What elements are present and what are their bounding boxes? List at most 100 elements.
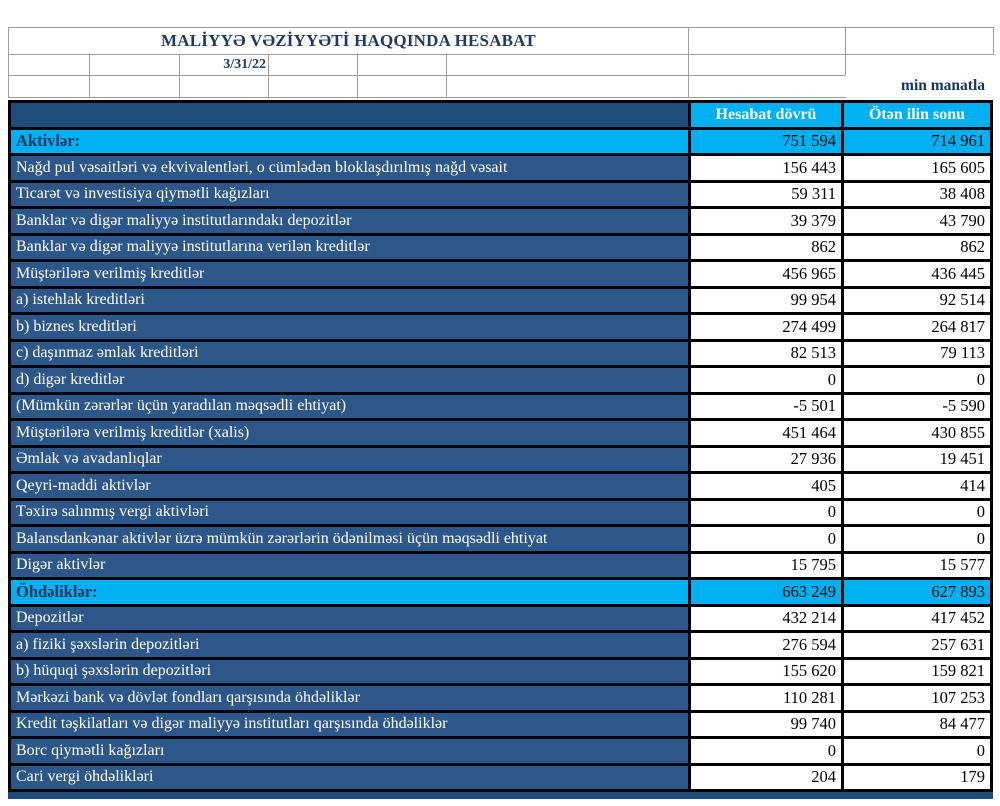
row-label: Banklar və digər maliyyə institutlarında… [11,209,688,233]
value-previous: 84 477 [844,712,990,736]
empty-cell [269,76,358,98]
value-current: 27 936 [691,447,841,471]
value-previous: 43 790 [844,209,990,233]
value-current: 456 965 [691,262,841,286]
empty-cell [846,28,994,55]
value-current: 156 443 [691,156,841,180]
empty-cell [689,28,846,55]
value-previous: 165 605 [844,156,990,180]
row-label: Kredit təşkilatları və digər maliyyə ins… [11,712,688,736]
row-label: b) biznes kreditləri [11,315,688,339]
value-previous: 414 [844,474,990,498]
value-current: 405 [691,474,841,498]
empty-cell [447,55,689,76]
value-previous: 257 631 [844,633,990,657]
row-label: Banklar və digər maliyyə institutlarına … [11,235,688,259]
value-current: 39 379 [691,209,841,233]
empty-row [9,76,994,98]
value-current: 751 594 [691,129,841,153]
empty-cell [180,76,269,98]
value-current: 0 [691,368,841,392]
value-current: 274 499 [691,315,841,339]
top-spreadsheet-grid: MALİYYƏ VƏZİYYƏTİ HAQQINDA HESABAT 3/31/… [8,27,994,98]
empty-cell [689,55,846,76]
value-current: 0 [691,500,841,524]
row-label: Təxirə salınmış vergi aktivləri [11,500,688,524]
value-previous: 0 [844,500,990,524]
row-label: Ticarət və investisiya qiymətli kağızlar… [11,182,688,206]
empty-cell [358,76,447,98]
empty-cell [689,76,846,98]
value-previous: 627 893 [844,580,990,604]
row-label: Müştərilərə verilmiş kreditlər [11,262,688,286]
row-label: Depozitlər [11,606,688,630]
row-label: c) daşınmaz əmlak kreditləri [11,341,688,365]
row-label: Digər aktivlər [11,553,688,577]
row-label: Müştərilərə verilmiş kreditlər (xalis) [11,421,688,445]
title-row: MALİYYƏ VƏZİYYƏTİ HAQQINDA HESABAT [9,28,994,55]
value-previous: 417 452 [844,606,990,630]
value-previous: 79 113 [844,341,990,365]
value-current: 432 214 [691,606,841,630]
row-label: (Mümkün zərərlər üçün yaradılan məqsədli… [11,394,688,418]
value-current: 99 740 [691,712,841,736]
report-date: 3/31/22 [180,55,269,76]
value-previous: 107 253 [844,686,990,710]
value-previous: 19 451 [844,447,990,471]
value-previous: 38 408 [844,182,990,206]
value-current: 59 311 [691,182,841,206]
row-label: Balansdankənar aktivlər üzrə mümkün zərə… [11,527,688,551]
value-previous: 264 817 [844,315,990,339]
empty-cell [358,55,447,76]
value-current: 451 464 [691,421,841,445]
value-current: 0 [691,739,841,763]
section-row-label: Aktivlər: [11,129,688,153]
value-previous: 92 514 [844,288,990,312]
value-previous: 15 577 [844,553,990,577]
value-previous: 714 961 [844,129,990,153]
row-label: Borc qiymətli kağızları [11,739,688,763]
value-current: -5 501 [691,394,841,418]
empty-cell [90,76,180,98]
value-current: 862 [691,235,841,259]
value-previous: 179 [844,765,990,789]
value-previous: 159 821 [844,659,990,683]
section-row-label: Öhdəliklər: [11,580,688,604]
value-previous: 0 [844,527,990,551]
value-previous: 0 [844,739,990,763]
value-previous: 436 445 [844,262,990,286]
bottom-border-bar [8,792,993,799]
financial-table: Hesabat dövrü Ötən ilin sonu Aktivlər: 751 … [8,100,993,792]
row-label: Nağd pul vəsaitləri və ekvivalentləri, o… [11,156,688,180]
value-previous: 0 [844,368,990,392]
value-previous: 430 855 [844,421,990,445]
empty-cell [447,76,689,98]
value-current: 110 281 [691,686,841,710]
row-label: b) hüquqi şəxslərin depozitləri [11,659,688,683]
empty-cell [9,76,90,98]
row-label: d) digər kreditlər [11,368,688,392]
empty-cell [9,55,90,76]
value-previous: 862 [844,235,990,259]
column-header-1: Hesabat dövrü [691,103,841,127]
column-header-2: Ötən ilin sonu [844,103,990,127]
unit-note: min manatla [845,75,985,97]
value-current: 0 [691,527,841,551]
value-current: 155 620 [691,659,841,683]
row-label: Mərkəzi bank və dövlət fondları qarşısın… [11,686,688,710]
value-current: 99 954 [691,288,841,312]
corner-cell [11,103,688,127]
value-current: 204 [691,765,841,789]
empty-cell [269,55,358,76]
value-previous: -5 590 [844,394,990,418]
value-current: 15 795 [691,553,841,577]
report-title: MALİYYƏ VƏZİYYƏTİ HAQQINDA HESABAT [9,28,689,55]
row-label: a) istehlak kreditləri [11,288,688,312]
value-current: 82 513 [691,341,841,365]
value-current: 663 249 [691,580,841,604]
row-label: Qeyri-maddi aktivlər [11,474,688,498]
row-label: Cari vergi öhdəlikləri [11,765,688,789]
row-label: Əmlak və avadanlıqlar [11,447,688,471]
value-current: 276 594 [691,633,841,657]
